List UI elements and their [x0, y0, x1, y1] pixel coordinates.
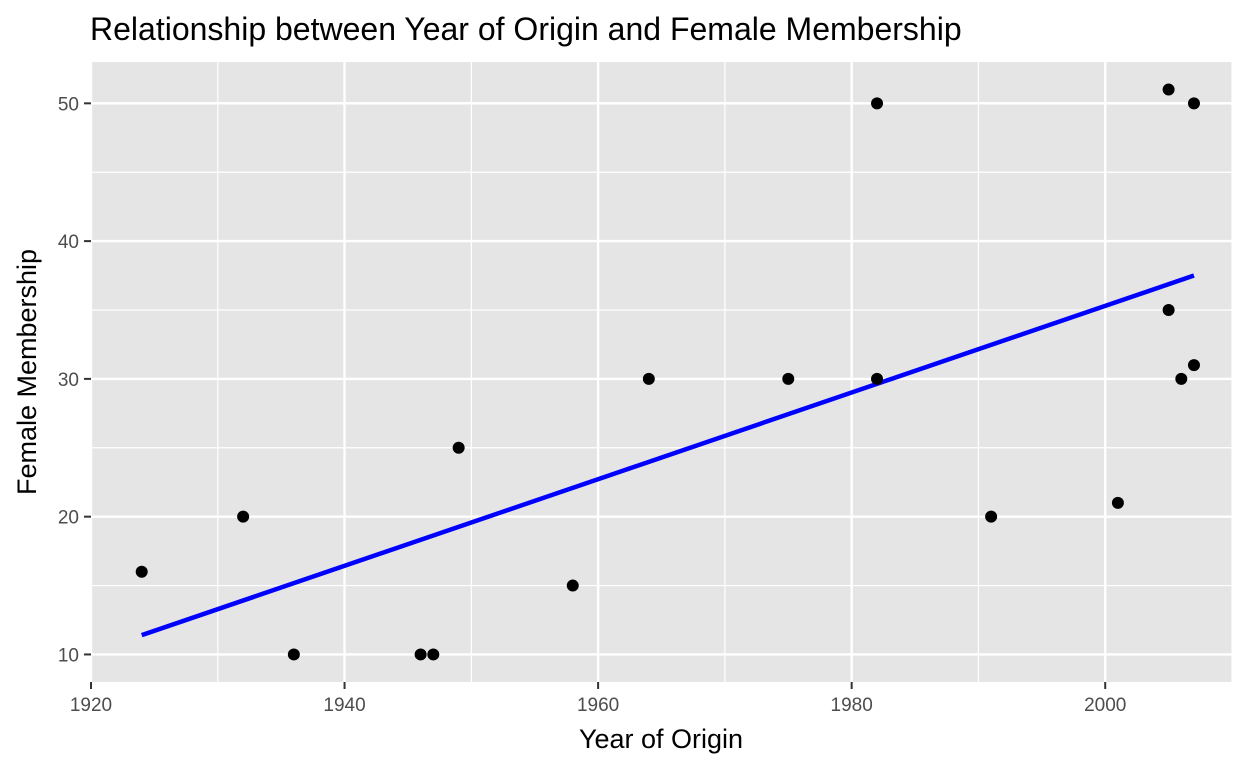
y-axis-title: Female Membership — [12, 249, 42, 495]
y-tick-label: 10 — [58, 645, 79, 666]
data-point — [871, 97, 884, 110]
data-point — [1187, 359, 1200, 372]
y-tick-label: 20 — [58, 508, 79, 529]
data-point — [1111, 496, 1124, 509]
y-axis-ticks: 10 20 30 40 50 — [58, 94, 91, 666]
data-point — [287, 648, 300, 661]
data-point — [414, 648, 427, 661]
x-tick-label: 2000 — [1084, 695, 1126, 716]
x-tick-label: 1980 — [831, 695, 873, 716]
x-axis-ticks: 1920 1940 1960 1980 2000 — [70, 682, 1126, 716]
data-point — [1162, 83, 1175, 96]
plot-panel — [91, 62, 1232, 682]
x-axis-title: Year of Origin — [579, 724, 743, 754]
data-point — [135, 565, 148, 578]
data-point — [427, 648, 440, 661]
chart-title: Relationship between Year of Origin and … — [90, 11, 962, 47]
data-point — [642, 372, 655, 385]
data-point — [782, 372, 795, 385]
y-tick-label: 30 — [58, 370, 79, 391]
data-point — [1187, 97, 1200, 110]
data-point — [1175, 372, 1188, 385]
y-tick-label: 50 — [58, 94, 79, 115]
y-tick-label: 40 — [58, 232, 79, 253]
data-point — [985, 510, 998, 523]
data-point — [871, 372, 884, 385]
data-point — [1162, 304, 1175, 316]
x-tick-label: 1920 — [70, 695, 112, 716]
x-tick-label: 1940 — [323, 695, 365, 716]
major-gridlines — [89, 62, 1232, 682]
data-point — [452, 441, 465, 454]
data-point — [566, 579, 579, 592]
data-point — [237, 510, 250, 523]
trend-line — [140, 273, 1195, 638]
x-tick-label: 1960 — [577, 695, 619, 716]
data-points — [135, 83, 1200, 661]
